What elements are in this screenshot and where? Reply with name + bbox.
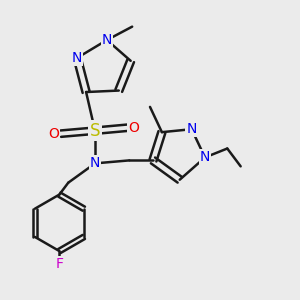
- Text: O: O: [128, 121, 139, 135]
- Text: S: S: [90, 122, 100, 140]
- Text: N: N: [186, 122, 197, 136]
- Text: N: N: [200, 150, 210, 164]
- Text: N: N: [102, 33, 112, 47]
- Text: N: N: [90, 156, 100, 170]
- Text: N: N: [72, 51, 83, 65]
- Text: O: O: [48, 127, 59, 141]
- Text: F: F: [55, 257, 63, 272]
